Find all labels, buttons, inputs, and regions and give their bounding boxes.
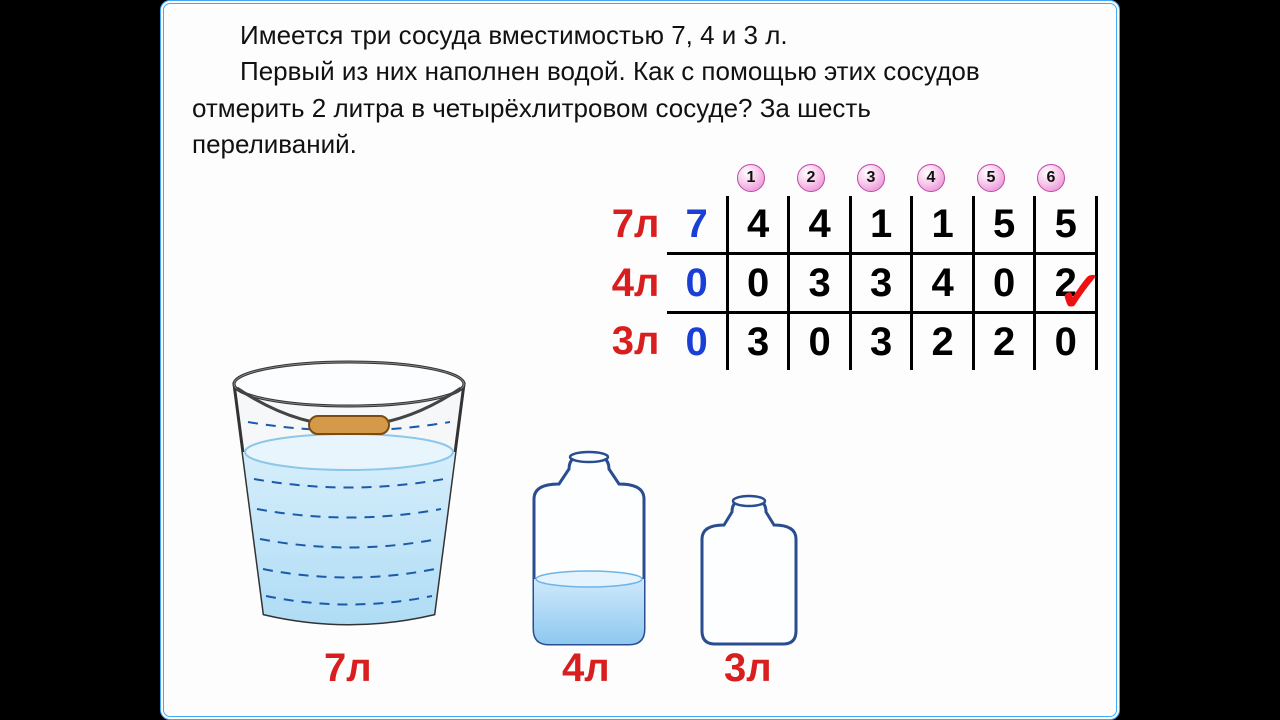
problem-line-1: Имеется три сосуда вместимостью 7, 4 и 3… [192,18,1088,52]
table-row: 4л 0 0 3 3 4 0 2 [573,254,1097,313]
cell: 0 [973,254,1035,313]
step-badge: 6 [1021,164,1081,192]
cell: 5 [973,196,1035,254]
slide-frame: Имеется три сосуда вместимостью 7, 4 и 3… [160,0,1120,720]
row-label-7: 7л [573,196,667,254]
cell: 3 [789,254,851,313]
problem-text: Имеется три сосуда вместимостью 7, 4 и 3… [192,18,1088,161]
check-icon: ✓ [1057,259,1104,325]
cell: 0 [727,254,789,313]
bucket-icon [204,334,494,634]
cell: 4 [912,254,974,313]
step-badge: 5 [961,164,1021,192]
bucket-7l [204,334,494,654]
cell: 3 [850,254,912,313]
step-badge: 4 [901,164,961,192]
init-value: 0 [667,254,727,313]
cell: 5 [1035,196,1097,254]
jar-4l [514,444,664,654]
jar3-label: 3л [724,646,772,691]
bucket-label: 7л [324,646,372,691]
row-label-4: 4л [573,254,667,313]
jar-3l [684,489,814,654]
cell: 1 [850,196,912,254]
step-headers: 1 2 3 4 5 6 [661,164,1098,192]
jar-icon [684,489,814,649]
cell: 2 [973,313,1035,371]
problem-line-2: Первый из них наполнен водой. Как с помо… [192,54,1088,88]
step-badge: 1 [721,164,781,192]
vessels-diagram: 7л 4л [204,334,844,704]
problem-line-3: отмерить 2 литра в четырёхлитровом сосуд… [192,91,1088,125]
step-badge: 3 [841,164,901,192]
jar-icon [514,444,664,649]
cell: 1 [912,196,974,254]
jar4-label: 4л [562,646,610,691]
table-row: 7л 7 4 4 1 1 5 5 [573,196,1097,254]
cell: 2 [912,313,974,371]
init-value: 7 [667,196,727,254]
cell: 4 [727,196,789,254]
problem-line-4: переливаний. [192,127,1088,161]
cell: 4 [789,196,851,254]
cell: 3 [850,313,912,371]
step-badge: 2 [781,164,841,192]
